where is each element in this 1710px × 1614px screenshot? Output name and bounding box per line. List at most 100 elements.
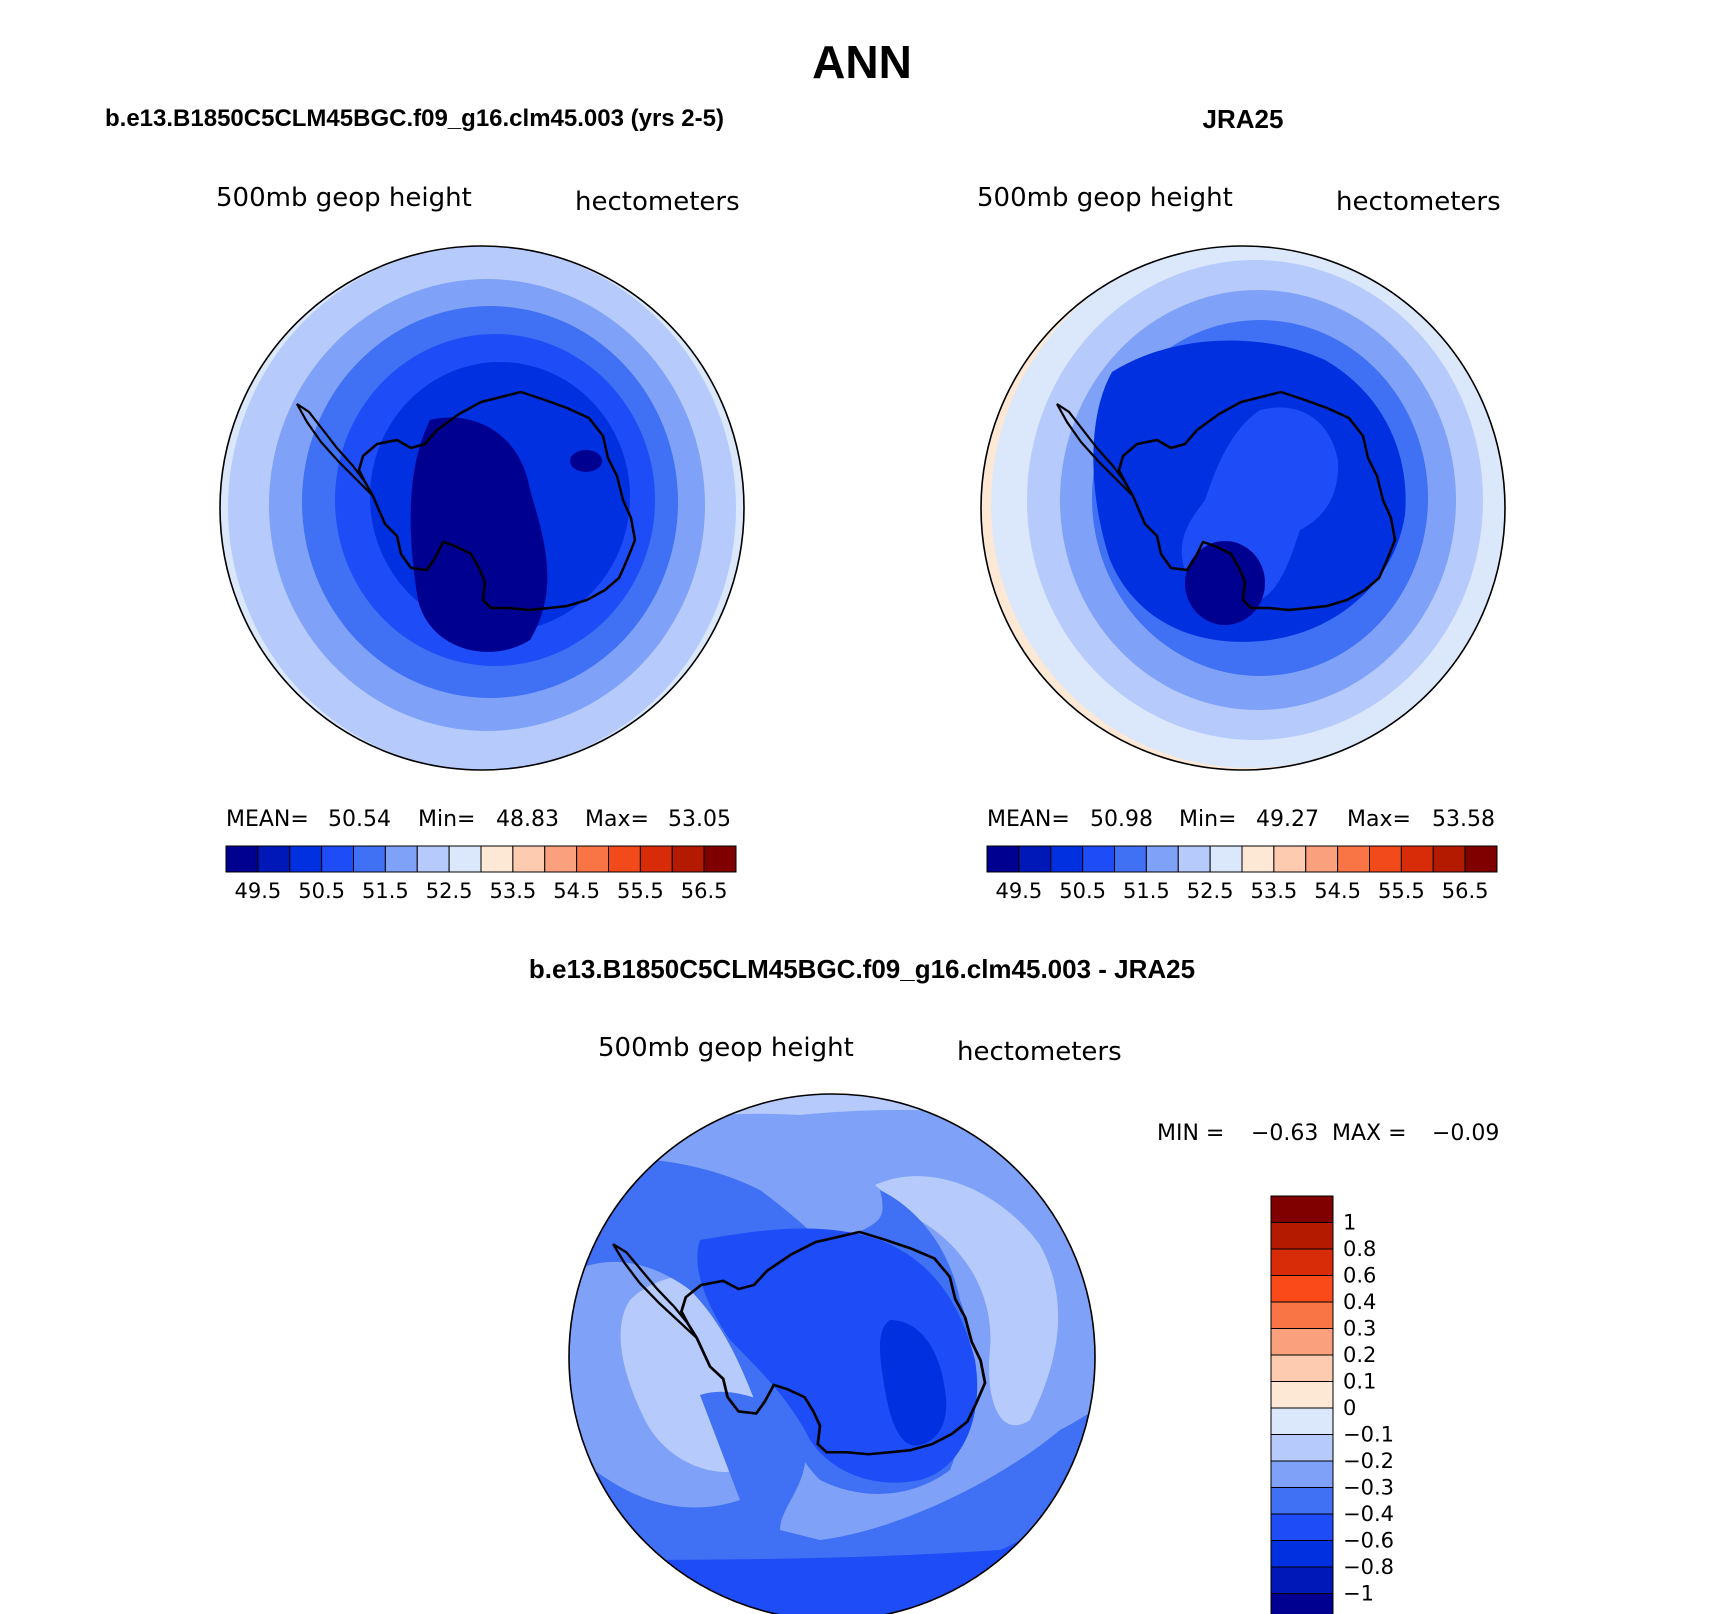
mean-value: 50.98 xyxy=(1090,807,1153,832)
colorbar-swatch xyxy=(384,845,418,873)
contour-band xyxy=(880,1320,947,1446)
colorbar-swatch xyxy=(1050,845,1084,873)
panel-diff-units-label: hectometers xyxy=(957,1037,1122,1067)
panel-obs-units-label: hectometers xyxy=(1336,187,1501,217)
mean-value: 50.54 xyxy=(328,807,391,832)
panel-model-variable-label: 500mb geop height xyxy=(216,183,472,213)
panel-obs-stats: MEAN= 50.98 Min= 49.27 Max= 53.58 xyxy=(987,807,1495,832)
contour-band xyxy=(875,1176,1059,1426)
colorbar-tick-label: 0 xyxy=(1343,1396,1356,1420)
min-label: MIN = xyxy=(1157,1121,1224,1146)
colorbar-swatch xyxy=(1270,1381,1334,1409)
colorbar-swatch xyxy=(353,845,386,873)
panel-diff-map xyxy=(568,1093,1096,1614)
map-outline xyxy=(980,245,1506,771)
panel-obs-case-title: JRA25 xyxy=(1203,104,1284,134)
min-value: 48.83 xyxy=(496,807,559,832)
panel-diff: b.e13.B1850C5CLM45BGC.f09_g16.clm45.003 … xyxy=(529,954,1499,1614)
colorbar-tick-label: 0.3 xyxy=(1343,1317,1376,1341)
colorbar-tick-label: 51.5 xyxy=(1123,879,1170,903)
panel-diff-colorbar: 10.8 0.60.4 0.30.2 0.10 −0.1−0.2 −0.3−0.4 −0.6… xyxy=(1270,1195,1394,1614)
colorbar-swatch xyxy=(1114,845,1147,873)
colorbar-swatch xyxy=(480,845,514,873)
panel-obs-variable-label: 500mb geop height xyxy=(977,183,1233,213)
max-label: Max= xyxy=(1347,807,1411,832)
colorbar-tick-label: 50.5 xyxy=(1059,879,1106,903)
colorbar-swatch xyxy=(1270,1566,1334,1594)
colorbar-tick-label: 52.5 xyxy=(1187,879,1234,903)
colorbar-swatch xyxy=(1305,845,1339,873)
colorbar-tick-label: 49.5 xyxy=(234,879,281,903)
colorbar-swatch xyxy=(639,845,673,873)
panel-diff-stats: MIN = −0.63 MAX = −0.09 xyxy=(1157,1121,1499,1146)
colorbar-swatch xyxy=(321,845,354,873)
colorbar-swatch xyxy=(544,845,578,873)
colorbar-tick-label: −0.4 xyxy=(1343,1502,1394,1526)
colorbar-tick-label: 54.5 xyxy=(553,879,600,903)
colorbar-swatch xyxy=(1270,1354,1334,1382)
colorbar-tick-label: −0.6 xyxy=(1343,1529,1394,1553)
colorbar-tick-label: 0.8 xyxy=(1343,1237,1376,1261)
colorbar-tick-label: 0.6 xyxy=(1343,1264,1376,1288)
colorbar-tick-label: −0.3 xyxy=(1343,1476,1394,1500)
colorbar-tick-label: 53.5 xyxy=(489,879,536,903)
max-label: Max= xyxy=(585,807,649,832)
colorbar-tick-label: 52.5 xyxy=(426,879,473,903)
panel-obs-colorbar: 49.5 50.5 51.5 52.5 53.5 54.5 55.5 56.5 xyxy=(986,845,1498,903)
colorbar-swatch xyxy=(608,845,641,873)
panel-model-units-label: hectometers xyxy=(575,187,740,217)
colorbar-swatch xyxy=(1270,1407,1334,1435)
main-title: ANN xyxy=(812,36,912,88)
min-label: Min= xyxy=(1179,807,1236,832)
colorbar-tick-label: 56.5 xyxy=(1442,879,1489,903)
panel-obs: JRA25 500mb geop height hectometers MEAN… xyxy=(977,104,1506,903)
mean-label: MEAN= xyxy=(987,807,1070,832)
colorbar-tick-label: 0.2 xyxy=(1343,1343,1376,1367)
colorbar-swatch xyxy=(1209,845,1243,873)
colorbar-swatch xyxy=(1464,845,1498,873)
colorbar-swatch xyxy=(1270,1275,1334,1303)
mean-label: MEAN= xyxy=(226,807,309,832)
panel-diff-case-title: b.e13.B1850C5CLM45BGC.f09_g16.clm45.003 … xyxy=(529,954,1195,984)
max-value: 53.58 xyxy=(1432,807,1495,832)
colorbar-swatch xyxy=(1018,845,1052,873)
colorbar-swatch xyxy=(1337,845,1370,873)
colorbar-swatch xyxy=(1270,1540,1334,1568)
colorbar-swatch xyxy=(1369,845,1402,873)
colorbar-tick-label: 0.1 xyxy=(1343,1370,1376,1394)
max-value: 53.05 xyxy=(668,807,731,832)
colorbar-swatch xyxy=(703,845,737,873)
colorbar-tick-label: 0.4 xyxy=(1343,1290,1376,1314)
map-outline xyxy=(219,245,745,771)
colorbar-tick-label: 54.5 xyxy=(1314,879,1361,903)
colorbar-tick-label: −0.8 xyxy=(1343,1555,1394,1579)
contour-low-cell xyxy=(570,450,602,472)
contour-low-center xyxy=(1185,541,1265,625)
colorbar-swatch xyxy=(448,845,482,873)
colorbar-tick-label: −1 xyxy=(1343,1582,1374,1606)
colorbar-tick-label: 53.5 xyxy=(1250,879,1297,903)
colorbar-swatch xyxy=(1082,845,1115,873)
colorbar-swatch xyxy=(1177,845,1211,873)
colorbar-tick-label: −0.2 xyxy=(1343,1449,1394,1473)
colorbar-swatch xyxy=(1270,1487,1334,1515)
panel-model-stats: MEAN= 50.54 Min= 48.83 Max= 53.05 xyxy=(226,807,731,832)
colorbar-swatch xyxy=(1270,1513,1334,1541)
colorbar-swatch xyxy=(1273,845,1307,873)
panel-model: b.e13.B1850C5CLM45BGC.f09_g16.clm45.003 … xyxy=(105,105,745,903)
colorbar-swatch xyxy=(1270,1301,1334,1329)
colorbar-tick-label: 56.5 xyxy=(681,879,728,903)
colorbar-swatch xyxy=(1270,1248,1334,1276)
colorbar-swatch xyxy=(225,845,259,873)
colorbar-tick-label: 49.5 xyxy=(995,879,1042,903)
colorbar-tick-label: 1 xyxy=(1343,1211,1356,1235)
colorbar-tick-label: 55.5 xyxy=(617,879,664,903)
colorbar-swatch xyxy=(1270,1434,1334,1462)
contour-low-center xyxy=(410,417,548,652)
colorbar-tick-label: −0.1 xyxy=(1343,1423,1394,1447)
colorbar-tick-label: 51.5 xyxy=(362,879,409,903)
colorbar-swatch xyxy=(416,845,450,873)
colorbar-swatch xyxy=(671,845,705,873)
panel-model-case-title: b.e13.B1850C5CLM45BGC.f09_g16.clm45.003 … xyxy=(105,105,724,132)
min-label: Min= xyxy=(418,807,475,832)
